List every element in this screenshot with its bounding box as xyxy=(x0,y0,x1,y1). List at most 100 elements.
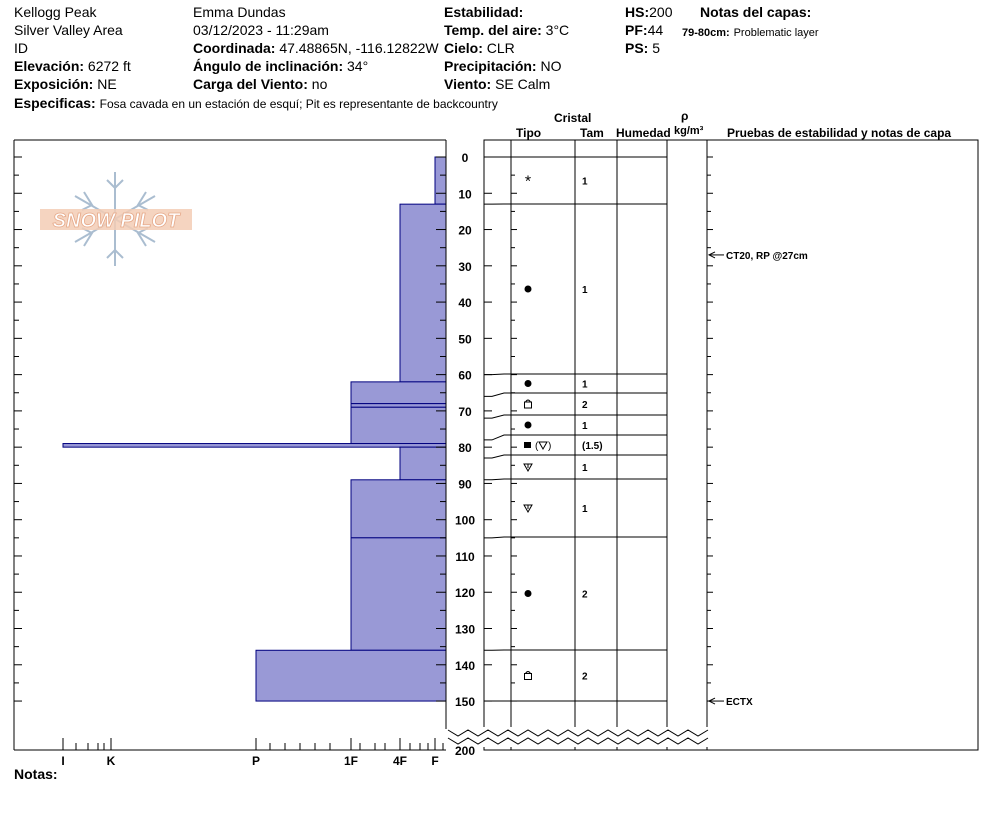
svg-text:): ) xyxy=(548,441,551,452)
pf: PF:44 xyxy=(625,22,663,38)
hardness-bar xyxy=(62,443,447,448)
crystal-size-label: 2 xyxy=(582,590,588,601)
precip-value: NO xyxy=(540,58,562,74)
layer-notes-label: Notas del capas: xyxy=(700,4,812,20)
boundary-connector xyxy=(484,373,511,376)
datetime: 03/12/2023 - 11:29am xyxy=(193,22,329,38)
faceted-crystal-icon xyxy=(524,399,532,409)
boundary-connector xyxy=(484,536,511,539)
wind: Viento: SE Calm xyxy=(444,76,550,92)
hardness-tick-label: P xyxy=(252,754,260,768)
depth-tick-label: 10 xyxy=(458,187,472,201)
hardness-bar xyxy=(350,537,447,651)
aspect-value: NE xyxy=(97,76,117,92)
hardness-bar xyxy=(350,406,447,445)
depth-tick-label: 50 xyxy=(458,332,472,346)
hardness-bar xyxy=(434,156,447,205)
ps-value: 5 xyxy=(652,40,661,56)
crystal-size-label: 1 xyxy=(582,504,588,515)
specifics-value: Fosa cavada en un estación de esquí; Pit… xyxy=(99,97,498,111)
col-crystal: Cristal xyxy=(554,111,592,125)
hoar-crystal-icon xyxy=(523,504,533,514)
depth-tick-label: 110 xyxy=(455,550,475,564)
pf-label: PF: xyxy=(625,22,648,38)
airtemp-value: 3°C xyxy=(545,22,570,38)
boundary-connector xyxy=(484,392,511,397)
depth-tick-label: 0 xyxy=(462,151,469,165)
layer-note-range: 79-80cm: xyxy=(682,27,730,39)
stability-test-label: ECTX xyxy=(726,697,753,708)
test-arrow-head xyxy=(707,251,716,259)
hs-value: 200 xyxy=(649,4,673,20)
crystal-size-label: 2 xyxy=(582,400,588,411)
test-arrow-head xyxy=(707,697,716,705)
boundary-connector xyxy=(484,478,511,481)
crystal-size-label: 1 xyxy=(582,463,588,474)
crystal-size-label: 2 xyxy=(582,672,588,683)
break-zigzag xyxy=(447,729,709,737)
right-frame xyxy=(483,139,979,751)
col-size: Tam xyxy=(580,126,604,140)
id-label: ID xyxy=(14,40,28,56)
col-density-unit: kg/m³ xyxy=(674,125,704,137)
hardness-tick-label: F xyxy=(431,754,438,768)
windload-value: no xyxy=(311,76,328,92)
incline: Ángulo de inclinación: 34° xyxy=(193,58,368,74)
break-zigzag xyxy=(447,737,709,745)
depth-tick-label: 140 xyxy=(455,659,475,673)
svg-text:(: ( xyxy=(535,441,539,452)
depth-tick-label: 200 xyxy=(455,744,475,758)
airtemp-label: Temp. del aire: xyxy=(444,22,542,38)
hardness-tick-label: I xyxy=(61,754,64,768)
logo-text: SNOW PILOT xyxy=(53,210,181,232)
snowflake-crystal-icon: * xyxy=(525,174,531,191)
stability-label: Estabilidad: xyxy=(444,4,524,20)
depth-tick-label: 80 xyxy=(458,441,472,455)
sky-label: Cielo: xyxy=(444,40,483,56)
break-mask xyxy=(447,727,709,747)
hardness-bar xyxy=(255,649,447,702)
precip-label: Precipitación: xyxy=(444,58,537,74)
col-tests: Pruebas de estabilidad y notas de capa xyxy=(727,126,952,140)
aspect: Exposición: NE xyxy=(14,76,117,92)
wind-value: SE Calm xyxy=(495,76,551,92)
wind-label: Viento: xyxy=(444,76,492,92)
area: Silver Valley Area xyxy=(14,22,123,38)
hardness-bar xyxy=(350,381,447,405)
pf-value: 44 xyxy=(647,22,664,38)
snowpilot-logo: SNOW PILOT xyxy=(40,172,192,266)
incline-label: Ángulo de inclinación: xyxy=(193,58,344,74)
aspect-label: Exposición: xyxy=(14,76,94,92)
incline-value: 34° xyxy=(347,58,369,74)
hardness-bar xyxy=(399,203,447,383)
depth-tick-label: 30 xyxy=(458,260,472,274)
square-hoar-crystal-icon: () xyxy=(524,441,551,452)
sky-value: CLR xyxy=(486,40,515,56)
observer: Emma Dundas xyxy=(193,4,286,20)
crystal-size-label: 1 xyxy=(582,285,588,296)
precip: Precipitación: NO xyxy=(444,58,561,74)
depth-tick-label: 70 xyxy=(458,405,472,419)
boundary-connector xyxy=(484,454,511,459)
hardness-bar xyxy=(399,446,447,481)
layer-note: 79-80cm: Problematic layer xyxy=(682,23,819,41)
windload: Carga del Viento: no xyxy=(193,76,327,92)
depth-tick-label: 90 xyxy=(458,477,472,491)
location: Kellogg Peak xyxy=(14,4,97,20)
coord-label: Coordinada: xyxy=(193,40,276,56)
crystal-size-label: 1 xyxy=(582,421,588,432)
hoar-crystal-icon xyxy=(523,463,533,473)
depth-tick-label: 100 xyxy=(455,514,475,528)
crystal-size-label: (1.5) xyxy=(582,441,603,452)
specifics: Especificas: Fosa cavada en un estación … xyxy=(14,95,498,112)
elevation-label: Elevación: xyxy=(14,58,85,74)
sky: Cielo: CLR xyxy=(444,40,515,56)
col-moisture: Humedad xyxy=(616,126,671,140)
depth-tick-label: 130 xyxy=(455,623,475,637)
crystal-size-label: 1 xyxy=(582,380,588,391)
hardness-bar xyxy=(350,479,447,539)
dot-crystal-icon xyxy=(524,590,532,597)
depth-tick-label: 120 xyxy=(455,586,475,600)
depth-tick-label: 60 xyxy=(458,369,472,383)
